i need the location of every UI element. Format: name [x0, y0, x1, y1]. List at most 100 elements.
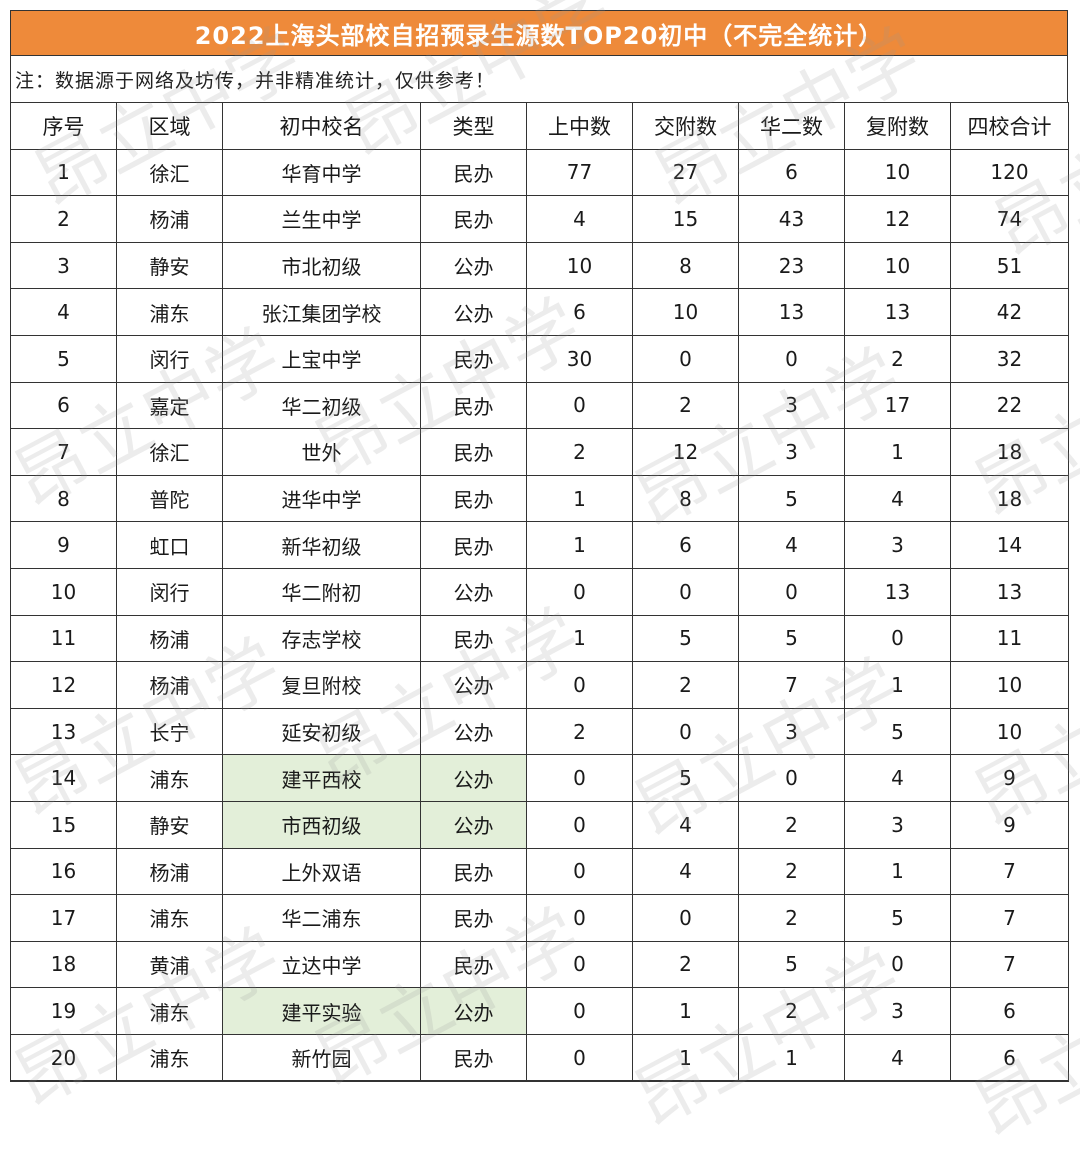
cell-type: 民办 [420, 334, 527, 383]
cell-jiaofu: 27 [632, 148, 739, 197]
cell-school: 新华初级 [222, 521, 421, 569]
table-row: 19 浦东 建平实验 公办 0 1 2 3 6 [10, 987, 1069, 1035]
cell-fufu: 10 [844, 148, 951, 197]
cell-fufu: 0 [844, 614, 951, 663]
cell-school: 延安初级 [222, 707, 421, 756]
cell-jiaofu: 1 [632, 987, 739, 1035]
cell-district: 静安 [116, 241, 223, 290]
cell-total: 32 [950, 334, 1069, 383]
cell-school: 上宝中学 [222, 334, 421, 383]
table-row: 9 虹口 新华初级 民办 1 6 4 3 14 [10, 521, 1069, 569]
table-row: 2 杨浦 兰生中学 民办 4 15 43 12 74 [10, 195, 1069, 243]
cell-total: 18 [950, 474, 1069, 523]
cell-district: 静安 [116, 800, 223, 849]
cell-shangzhong: 0 [526, 847, 633, 896]
cell-huaer: 3 [738, 428, 845, 476]
cell-huaer: 7 [738, 661, 845, 709]
table-row: 4 浦东 张江集团学校 公办 6 10 13 13 42 [10, 288, 1069, 336]
cell-fufu: 5 [844, 894, 951, 942]
cell-shangzhong: 30 [526, 334, 633, 383]
cell-district: 徐汇 [116, 148, 223, 197]
cell-shangzhong: 1 [526, 521, 633, 569]
cell-jiaofu: 2 [632, 661, 739, 709]
cell-type: 民办 [420, 474, 527, 523]
cell-total: 120 [950, 148, 1069, 197]
cell-type: 民办 [420, 614, 527, 663]
header-school: 初中校名 [222, 102, 421, 150]
table-title: 2022上海头部校自招预录生源数TOP20初中（不完全统计） [10, 10, 1068, 56]
cell-jiaofu: 5 [632, 754, 739, 802]
cell-school: 立达中学 [222, 940, 421, 989]
header-district: 区域 [116, 102, 223, 150]
cell-huaer: 6 [738, 148, 845, 197]
cell-shangzhong: 0 [526, 940, 633, 989]
cell-huaer: 5 [738, 940, 845, 989]
table-row: 7 徐汇 世外 民办 2 12 3 1 18 [10, 428, 1069, 476]
cell-no: 14 [10, 754, 117, 802]
cell-school: 世外 [222, 428, 421, 476]
cell-shangzhong: 0 [526, 661, 633, 709]
cell-district: 浦东 [116, 894, 223, 942]
cell-huaer: 4 [738, 521, 845, 569]
cell-total: 7 [950, 940, 1069, 989]
cell-huaer: 0 [738, 334, 845, 383]
cell-total: 6 [950, 1033, 1069, 1082]
cell-type: 公办 [420, 987, 527, 1035]
cell-no: 5 [10, 334, 117, 383]
cell-total: 9 [950, 800, 1069, 849]
cell-no: 18 [10, 940, 117, 989]
cell-type: 民办 [420, 148, 527, 197]
cell-huaer: 5 [738, 474, 845, 523]
table-row: 14 浦东 建平西校 公办 0 5 0 4 9 [10, 754, 1069, 802]
cell-fufu: 4 [844, 754, 951, 802]
cell-school: 兰生中学 [222, 195, 421, 243]
cell-school: 建平实验 [222, 987, 421, 1035]
cell-shangzhong: 1 [526, 614, 633, 663]
table-row: 20 浦东 新竹园 民办 0 1 1 4 6 [10, 1033, 1069, 1082]
cell-type: 民办 [420, 521, 527, 569]
cell-type: 公办 [420, 288, 527, 336]
cell-total: 51 [950, 241, 1069, 290]
cell-school: 华二浦东 [222, 894, 421, 942]
cell-fufu: 1 [844, 847, 951, 896]
cell-no: 3 [10, 241, 117, 290]
header-fufu: 复附数 [844, 102, 951, 150]
cell-district: 杨浦 [116, 847, 223, 896]
cell-district: 闵行 [116, 567, 223, 616]
cell-shangzhong: 77 [526, 148, 633, 197]
cell-fufu: 12 [844, 195, 951, 243]
cell-no: 8 [10, 474, 117, 523]
cell-type: 公办 [420, 707, 527, 756]
cell-jiaofu: 5 [632, 614, 739, 663]
cell-no: 15 [10, 800, 117, 849]
cell-total: 74 [950, 195, 1069, 243]
spreadsheet: 2022上海头部校自招预录生源数TOP20初中（不完全统计） 注：数据源于网络及… [10, 10, 1069, 1083]
table-row: 1 徐汇 华育中学 民办 77 27 6 10 120 [10, 148, 1069, 197]
cell-jiaofu: 12 [632, 428, 739, 476]
cell-jiaofu: 6 [632, 521, 739, 569]
cell-total: 7 [950, 847, 1069, 896]
cell-school: 华二附初 [222, 567, 421, 616]
cell-type: 民办 [420, 940, 527, 989]
cell-fufu: 3 [844, 800, 951, 849]
cell-no: 12 [10, 661, 117, 709]
table-row: 15 静安 市西初级 公办 0 4 2 3 9 [10, 800, 1069, 849]
cell-shangzhong: 0 [526, 567, 633, 616]
cell-jiaofu: 0 [632, 894, 739, 942]
cell-huaer: 23 [738, 241, 845, 290]
cell-school: 复旦附校 [222, 661, 421, 709]
cell-no: 13 [10, 707, 117, 756]
cell-district: 浦东 [116, 987, 223, 1035]
cell-total: 10 [950, 707, 1069, 756]
cell-district: 嘉定 [116, 381, 223, 430]
cell-fufu: 2 [844, 334, 951, 383]
cell-school: 进华中学 [222, 474, 421, 523]
cell-total: 10 [950, 661, 1069, 709]
cell-no: 17 [10, 894, 117, 942]
cell-district: 浦东 [116, 754, 223, 802]
cell-type: 民办 [420, 381, 527, 430]
cell-fufu: 5 [844, 707, 951, 756]
cell-district: 虹口 [116, 521, 223, 569]
cell-fufu: 3 [844, 521, 951, 569]
cell-district: 杨浦 [116, 195, 223, 243]
